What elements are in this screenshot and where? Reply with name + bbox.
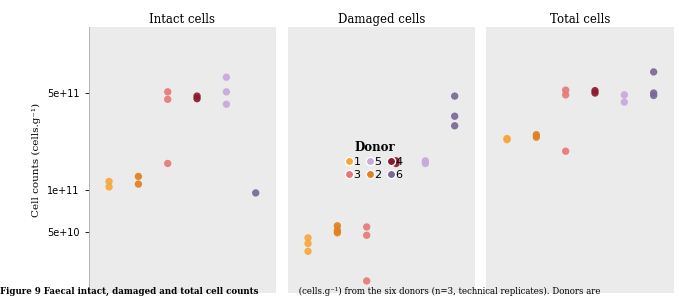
Point — [391, 158, 402, 163]
Point — [420, 158, 431, 163]
Point — [221, 89, 232, 94]
Point — [449, 94, 460, 98]
Point — [619, 92, 630, 97]
Title: Intact cells: Intact cells — [149, 13, 215, 26]
Point — [133, 174, 144, 179]
Point — [302, 241, 313, 246]
Point — [502, 137, 513, 142]
Point — [250, 190, 261, 195]
Point — [191, 96, 202, 101]
Point — [162, 89, 173, 94]
Y-axis label: Cell counts (cells.g⁻¹): Cell counts (cells.g⁻¹) — [32, 103, 42, 217]
Point — [332, 223, 343, 228]
Point — [361, 225, 372, 229]
Point — [391, 161, 402, 166]
Point — [560, 88, 571, 92]
Point — [221, 75, 232, 80]
Point — [420, 161, 431, 166]
Point — [332, 230, 343, 235]
Point — [449, 123, 460, 128]
Point — [590, 88, 601, 93]
Point — [449, 114, 460, 119]
Point — [302, 249, 313, 254]
Point — [502, 136, 513, 141]
Point — [590, 91, 601, 95]
Text: (cells.g⁻¹) from the six donors (n=3, technical replicates). Donors are: (cells.g⁻¹) from the six donors (n=3, te… — [296, 287, 603, 296]
Point — [104, 179, 114, 184]
Point — [162, 161, 173, 166]
Point — [531, 132, 542, 137]
Point — [191, 94, 202, 98]
Point — [162, 97, 173, 102]
Title: Damaged cells: Damaged cells — [338, 13, 425, 26]
Point — [560, 92, 571, 97]
Text: Figure 9 Faecal intact, damaged and total cell counts: Figure 9 Faecal intact, damaged and tota… — [0, 287, 259, 296]
Title: Total cells: Total cells — [550, 13, 611, 26]
Point — [531, 135, 542, 140]
Point — [104, 184, 114, 189]
Point — [619, 100, 630, 104]
Point — [361, 279, 372, 283]
Point — [560, 149, 571, 154]
Legend: 1, 3, 5, 2, 4, 6: 1, 3, 5, 2, 4, 6 — [347, 141, 402, 180]
Point — [648, 93, 659, 98]
Point — [361, 233, 372, 238]
Point — [302, 236, 313, 240]
Point — [648, 91, 659, 95]
Point — [332, 228, 343, 233]
Point — [133, 182, 144, 187]
Point — [648, 70, 659, 74]
Point — [221, 102, 232, 107]
